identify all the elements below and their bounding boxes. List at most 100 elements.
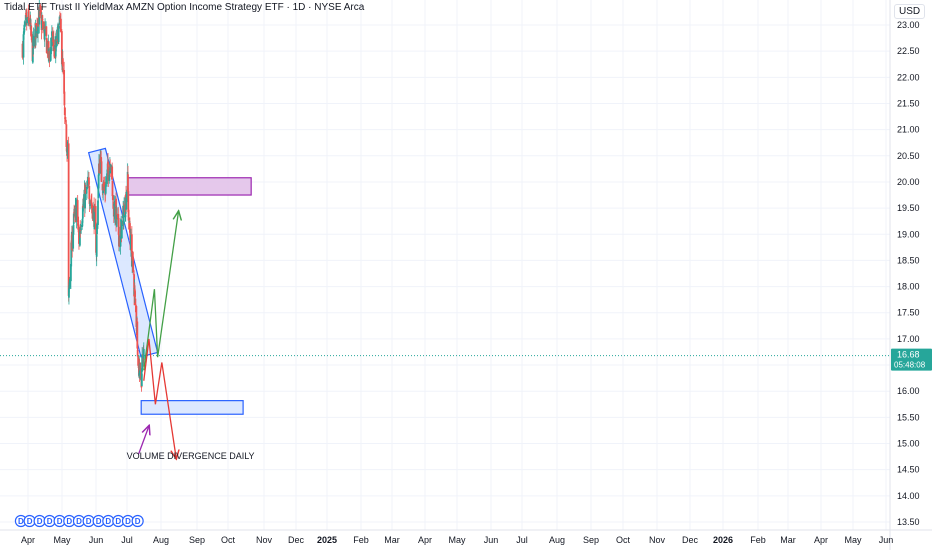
candle-body [95, 235, 98, 257]
candle-body [97, 200, 99, 225]
candle-body [62, 68, 65, 70]
x-tick-label: Jul [516, 535, 528, 545]
chart-grid [0, 0, 890, 530]
candle-body [80, 228, 83, 230]
candle-body [118, 237, 121, 247]
candle-body [105, 184, 107, 186]
symbol-title[interactable]: Tidal ETF Trust II YieldMax AMZN Option … [4, 2, 365, 13]
y-tick-label: 15.00 [897, 439, 920, 449]
candle-body [111, 166, 114, 180]
x-tick-label: Oct [221, 535, 236, 545]
y-tick-label: 22.50 [897, 46, 920, 56]
x-tick-label: Dec [288, 535, 305, 545]
candle-body [82, 202, 85, 207]
dividend-marker-label: D [96, 517, 102, 526]
y-tick-label: 23.00 [897, 20, 920, 30]
dividend-marker-label: D [57, 517, 63, 526]
candle-body [63, 91, 66, 106]
dividend-marker-label: D [27, 517, 33, 526]
candle-body [139, 370, 141, 376]
candle-body [30, 34, 33, 36]
x-tick-label: Jul [121, 535, 133, 545]
time-axis[interactable]: Apr May Jun Jul Aug Sep Oct Nov Dec 2025 Feb Mar Apr… [21, 535, 893, 545]
x-tick-label: May [53, 535, 71, 545]
y-tick-label: 17.00 [897, 334, 920, 344]
currency-button[interactable]: USD [894, 4, 926, 19]
candle-body [67, 143, 70, 296]
candle-body [89, 200, 92, 206]
dividend-marker-label: D [18, 517, 24, 526]
candle-body [68, 288, 70, 298]
price-axis[interactable]: 23.00 22.50 22.00 21.50 21.00 20.50 20.00 19.50… [897, 20, 920, 527]
candle-body [130, 234, 133, 267]
candle-body [93, 206, 96, 230]
candle-body [107, 169, 110, 181]
y-tick-label: 15.50 [897, 412, 920, 422]
dividend-marker-label: D [125, 517, 131, 526]
candle-body [22, 34, 25, 58]
candle-body [48, 56, 51, 62]
bearish-projection[interactable] [143, 338, 177, 459]
x-tick-label: Mar [780, 535, 796, 545]
candle-body [127, 174, 129, 192]
candle-body [94, 206, 97, 230]
candle-body [53, 49, 56, 51]
candle-body [46, 41, 49, 54]
candle-body [109, 167, 112, 174]
dividend-marker-label: D [66, 517, 72, 526]
x-tick-label: Nov [256, 535, 273, 545]
divergence-arrow[interactable] [138, 425, 150, 455]
candle-body [70, 242, 73, 267]
bullish-projection[interactable] [143, 211, 179, 371]
candle-body [41, 21, 44, 29]
candle-body [111, 195, 114, 200]
dividend-marker-label: D [135, 517, 141, 526]
x-tick-label: Dec [682, 535, 699, 545]
candle-body [136, 350, 139, 357]
candle-body [32, 35, 35, 46]
candle-body [127, 191, 130, 213]
support-zone[interactable] [140, 400, 244, 415]
candle-body [123, 205, 126, 214]
x-tick-label: Jun [89, 535, 104, 545]
dividend-marker-label: D [105, 517, 111, 526]
dividend-marker[interactable]: D [131, 514, 144, 528]
candle-body [106, 173, 108, 184]
candle-body [71, 233, 74, 251]
candle-body [137, 355, 140, 369]
candle-body [37, 18, 40, 27]
candle-body [111, 180, 114, 197]
dividend-marker[interactable]: D [43, 514, 56, 528]
candle-body [45, 26, 48, 36]
candle-body [27, 9, 30, 17]
candle-body [48, 51, 51, 55]
candle-body [108, 174, 111, 181]
resistance-zone[interactable] [127, 177, 252, 196]
x-tick-label: Nov [649, 535, 666, 545]
dividend-marker[interactable]: D [102, 514, 115, 528]
x-tick-label: Apr [418, 535, 432, 545]
dividend-marker[interactable]: D [23, 514, 36, 528]
candle-body [63, 107, 66, 116]
y-tick-label: 21.00 [897, 125, 920, 135]
candle-body [96, 224, 98, 235]
candle-body [97, 174, 100, 189]
x-tick-label: Jun [484, 535, 499, 545]
candle-body [102, 182, 105, 187]
candle-body [100, 161, 103, 183]
dividend-marker[interactable]: D [33, 514, 46, 528]
dividend-marker[interactable]: D [82, 514, 95, 528]
countdown-timer: 05:48:08 [894, 361, 926, 370]
dividend-marker[interactable]: D [72, 514, 86, 528]
candle-body [32, 36, 35, 38]
candle-body [57, 25, 60, 42]
candle-body [114, 200, 116, 220]
y-tick-label: 18.50 [897, 255, 920, 265]
candle-body [30, 25, 33, 37]
last-price-value: 16.68 [897, 350, 920, 360]
annotation-label: VOLUME DIVERGENCE DAILY [127, 451, 255, 461]
candle-body [98, 163, 101, 174]
dividend-marker-label: D [115, 517, 121, 526]
